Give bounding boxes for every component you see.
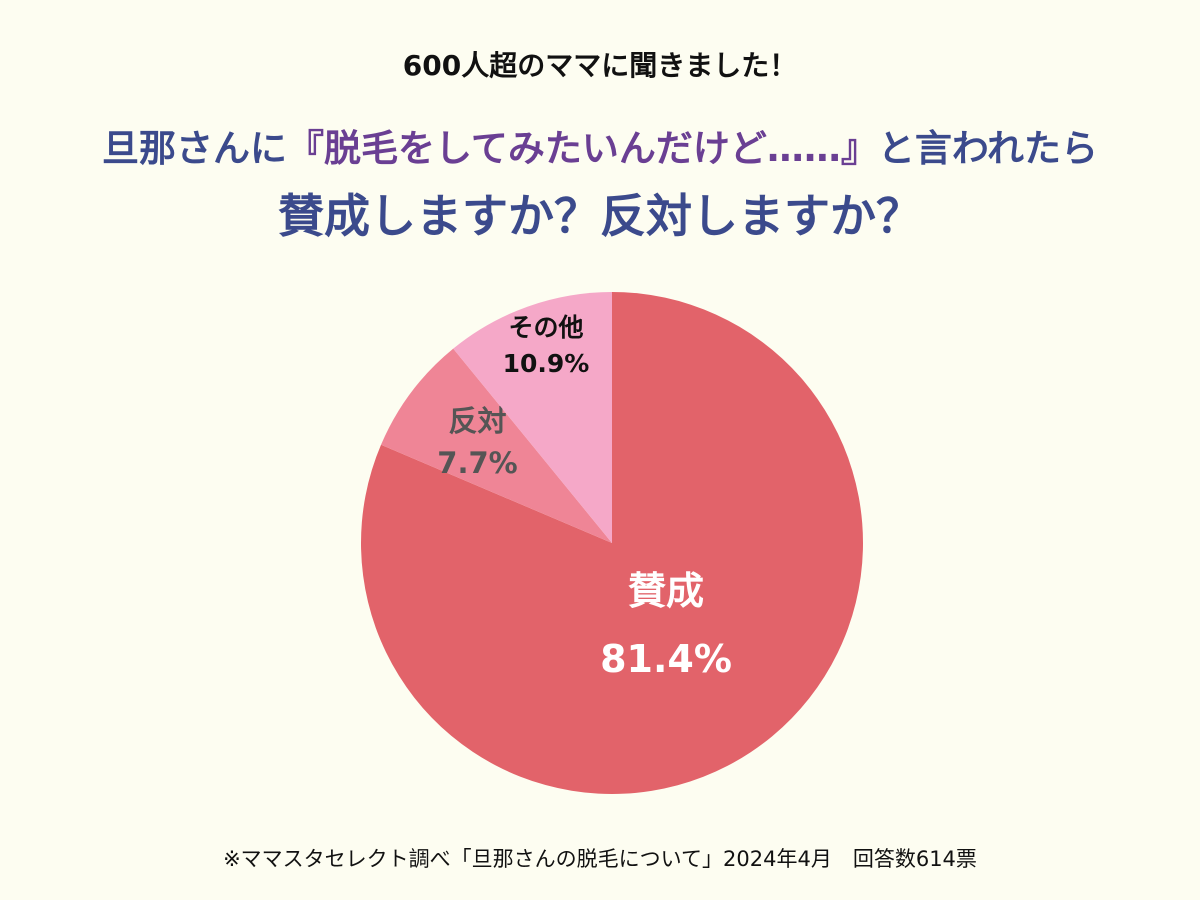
question-line-2: 賛成しますか？反対しますか？ <box>278 189 922 243</box>
slice-value-1: 81.4% <box>600 637 732 681</box>
slice-label-3: その他 <box>508 313 583 342</box>
slice-value-2: 7.7% <box>437 446 517 480</box>
pie-slice-3 <box>453 292 612 543</box>
question-outro: と言われたら <box>877 127 1099 170</box>
pie-slice-2 <box>381 348 612 543</box>
slice-label-1: 賛成 <box>628 569 704 613</box>
survey-subtitle: 600人超のママに聞きました！ <box>402 49 798 82</box>
question-line-1: 旦那さんに『脱毛をしてみたいんだけど……』と言われたら <box>0 118 1200 172</box>
slice-label-2: 反対 <box>449 404 507 438</box>
slice-value-3: 10.9% <box>503 349 590 378</box>
question-quote: 『脱毛をしてみたいんだけど……』 <box>286 127 878 170</box>
question-intro: 旦那さんに <box>101 127 287 170</box>
source-note: ※ママスタセレクト調べ「旦那さんの脱毛について」2024年4月 回答数614票 <box>223 847 977 871</box>
